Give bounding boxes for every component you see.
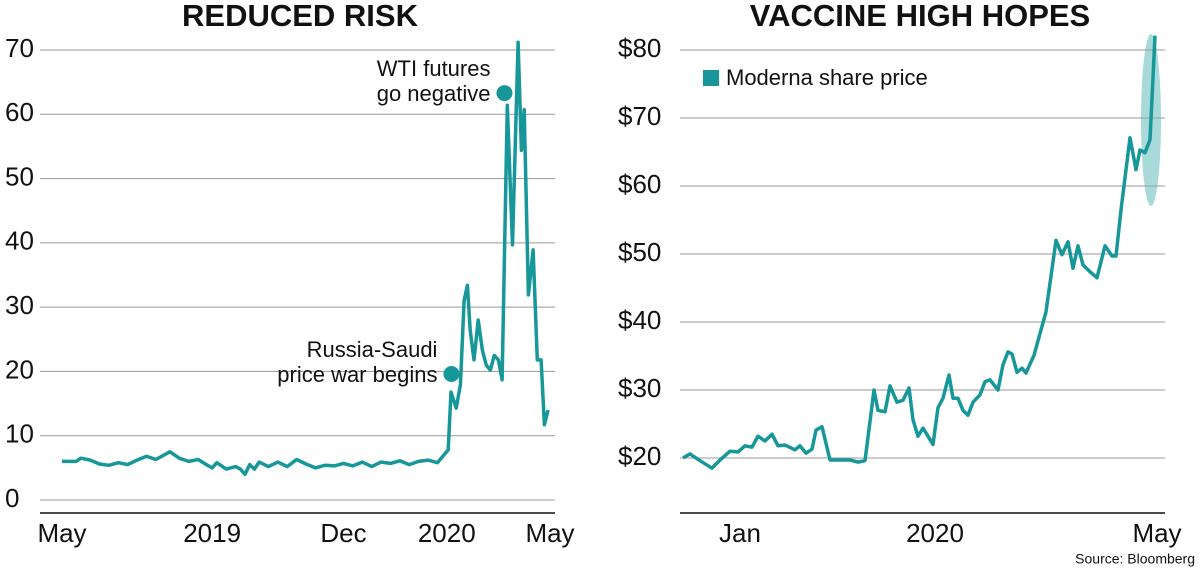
- x-tick-label: May: [525, 518, 574, 548]
- legend-label: Moderna share price: [726, 65, 928, 90]
- annotation: WTI futures: [377, 56, 491, 81]
- annotation: price war begins: [277, 362, 437, 387]
- y-tick-label: 0: [5, 483, 19, 513]
- line: [682, 35, 1157, 470]
- x-tick-label: Jan: [719, 518, 761, 548]
- annotation-dot: [443, 366, 460, 382]
- y-tick-label: 10: [5, 419, 34, 449]
- x-tick-label: May: [1132, 518, 1181, 548]
- y-tick-label: 70: [5, 33, 34, 63]
- annotation: go negative: [377, 81, 491, 106]
- x-tick-label: 2020: [906, 518, 964, 548]
- y-tick-label: $80: [618, 33, 661, 63]
- y-tick-label: 50: [5, 161, 34, 191]
- annotation: Russia-Saudi: [307, 337, 438, 362]
- y-tick-label: 30: [5, 290, 34, 320]
- chart-title: VACCINE HIGH HOPES: [750, 0, 1090, 33]
- y-tick-label: $30: [618, 373, 661, 403]
- y-tick-label: $20: [618, 441, 661, 471]
- y-tick-label: $60: [618, 169, 661, 199]
- annotation-dot: [496, 85, 513, 102]
- x-tick-label: 2020: [418, 518, 476, 548]
- y-tick-label: $40: [618, 305, 661, 335]
- x-tick-label: Dec: [320, 518, 366, 548]
- y-tick-label: $50: [618, 237, 661, 267]
- y-tick-label: $70: [618, 101, 661, 131]
- legend-swatch: [703, 70, 719, 86]
- y-tick-label: 60: [5, 97, 34, 127]
- x-tick-label: May: [37, 518, 86, 548]
- y-tick-label: 40: [5, 226, 34, 256]
- x-tick-label: 2019: [183, 518, 241, 548]
- chart-title: REDUCED RISK: [182, 0, 419, 33]
- y-tick-label: 20: [5, 354, 34, 384]
- line: [62, 40, 550, 477]
- source: Source: Bloomberg: [1075, 551, 1195, 567]
